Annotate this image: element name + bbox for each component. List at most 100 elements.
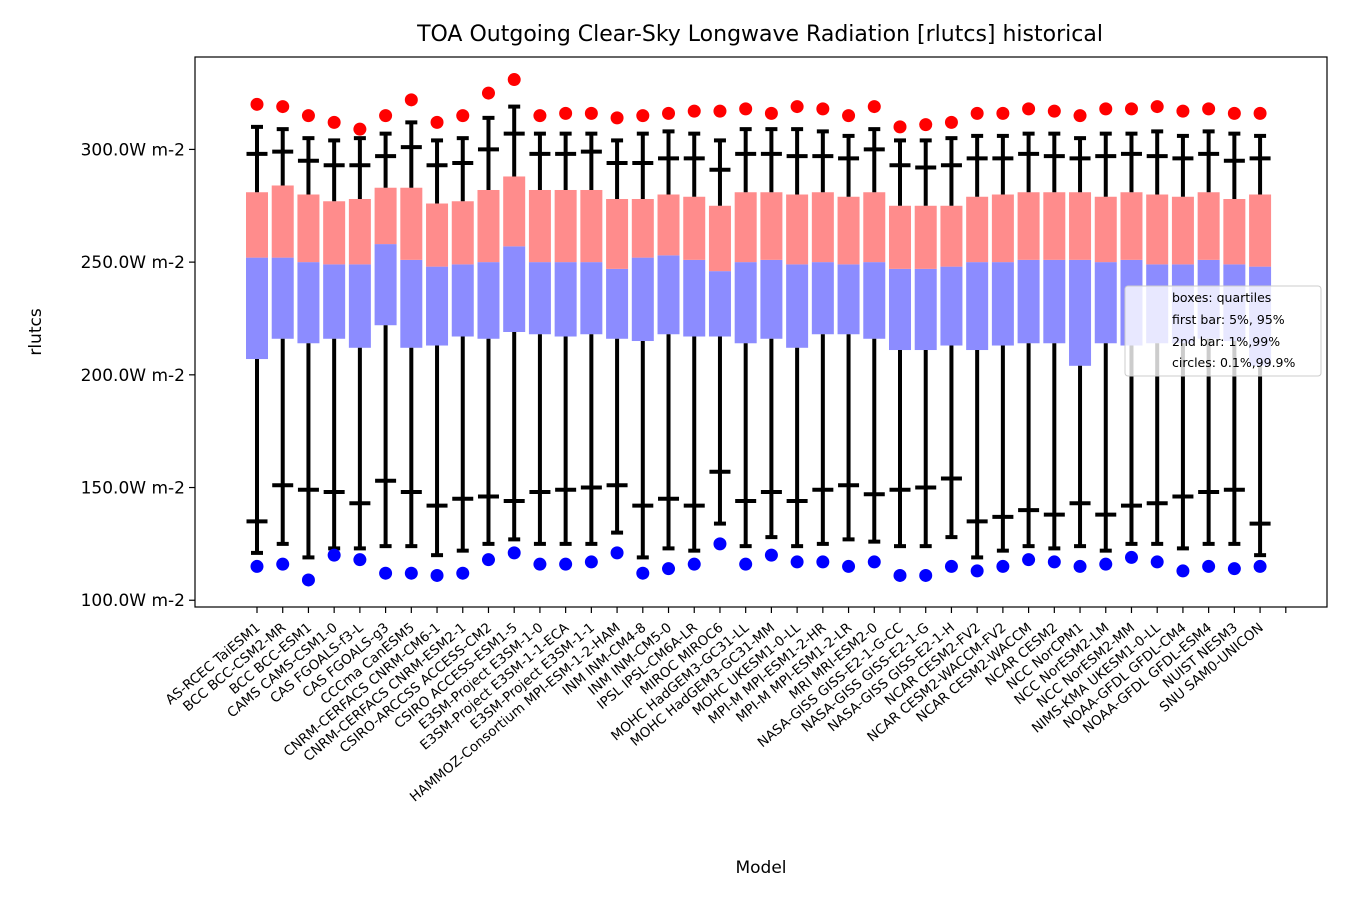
lower-quartile-box	[914, 268, 937, 351]
lower-quartile-box	[631, 257, 654, 342]
point-p99-9	[301, 109, 315, 123]
point-p99-9	[1099, 102, 1113, 116]
upper-quartile-box	[837, 196, 860, 265]
upper-quartile-box	[1249, 194, 1272, 267]
upper-quartile-box	[1197, 192, 1220, 260]
model-box	[400, 93, 423, 580]
point-p0-1	[1253, 559, 1267, 573]
lower-quartile-box	[940, 266, 963, 346]
upper-quartile-box	[1223, 199, 1246, 265]
point-p99-9	[1150, 100, 1164, 114]
upper-quartile-box	[966, 196, 989, 263]
model-box	[374, 109, 397, 580]
upper-quartile-box	[1146, 194, 1169, 265]
model-box	[966, 106, 989, 578]
upper-quartile-box	[914, 205, 937, 269]
point-p99-9	[481, 86, 495, 100]
upper-quartile-box	[580, 189, 603, 263]
legend-entry-first-bar: first bar: 5%, 95%	[1172, 312, 1285, 327]
point-p99-9	[327, 115, 341, 129]
point-p99-9	[353, 122, 367, 136]
lower-quartile-box	[811, 262, 834, 335]
point-p0-1	[1202, 559, 1216, 573]
model-box	[477, 86, 500, 567]
model-box	[606, 111, 629, 560]
point-p0-1	[533, 557, 547, 571]
lower-quartile-box	[1094, 262, 1117, 344]
point-p99-9	[1176, 104, 1190, 118]
point-p99-9	[739, 102, 753, 116]
lower-quartile-box	[271, 257, 294, 339]
model-box	[1043, 104, 1066, 569]
model-box	[837, 109, 860, 573]
point-p0-1	[790, 555, 804, 569]
point-p0-1	[276, 557, 290, 571]
model-box	[1094, 102, 1117, 571]
upper-quartile-box	[734, 192, 757, 263]
point-p0-1	[1150, 555, 1164, 569]
lower-quartile-box	[966, 262, 989, 351]
point-p99-9	[1022, 102, 1036, 116]
point-p0-1	[970, 564, 984, 578]
model-box	[811, 102, 834, 569]
point-p99-9	[430, 115, 444, 129]
point-p99-9	[276, 100, 290, 114]
lower-quartile-box	[708, 271, 731, 337]
point-p99-9	[610, 111, 624, 125]
y-tick-label: 100.0W m-2	[81, 591, 185, 611]
upper-quartile-box	[811, 192, 834, 263]
lower-quartile-box	[657, 255, 680, 335]
point-p0-1	[1227, 562, 1241, 576]
upper-quartile-box	[400, 187, 423, 260]
point-p99-9	[456, 109, 470, 123]
y-axis-label: rlutcs	[26, 308, 46, 355]
point-p0-1	[610, 546, 624, 560]
upper-quartile-box	[297, 194, 320, 263]
model-box	[271, 100, 294, 571]
upper-quartile-box	[863, 192, 886, 263]
upper-quartile-box	[1017, 192, 1040, 260]
point-p0-1	[1073, 559, 1087, 573]
point-p99-9	[250, 97, 264, 111]
point-p99-9	[816, 102, 830, 116]
legend-box	[1124, 285, 1322, 377]
model-box	[580, 106, 603, 569]
upper-quartile-box	[374, 187, 397, 245]
model-box	[1069, 109, 1092, 573]
model-box	[323, 115, 346, 562]
point-p99-9	[687, 104, 701, 118]
upper-quartile-box	[426, 203, 449, 267]
model-box	[297, 109, 320, 587]
point-p0-1	[1124, 550, 1138, 564]
plot-frame	[194, 56, 1328, 608]
model-box	[451, 109, 474, 580]
point-p0-1	[713, 537, 727, 551]
point-p0-1	[1022, 553, 1036, 567]
upper-quartile-box	[683, 196, 706, 260]
point-p0-1	[250, 559, 264, 573]
legend-entry-boxes: boxes: quartiles	[1172, 290, 1271, 305]
lower-quartile-box	[1017, 259, 1040, 344]
model-box	[348, 122, 371, 567]
point-p99-9	[636, 109, 650, 123]
point-p0-1	[584, 555, 598, 569]
point-p0-1	[430, 568, 444, 582]
model-box	[528, 109, 551, 571]
lower-quartile-box	[477, 262, 500, 339]
point-p0-1	[456, 566, 470, 580]
lower-quartile-box	[580, 262, 603, 335]
point-p99-9	[584, 106, 598, 120]
point-p0-1	[559, 557, 573, 571]
point-p0-1	[353, 553, 367, 567]
point-p0-1	[327, 548, 341, 562]
point-p99-9	[507, 73, 521, 87]
point-p0-1	[842, 559, 856, 573]
point-p0-1	[867, 555, 881, 569]
point-p99-9	[764, 106, 778, 120]
lower-quartile-box	[991, 262, 1014, 346]
y-tick-label: 300.0W m-2	[81, 140, 185, 160]
point-p99-9	[1073, 109, 1087, 123]
model-box	[734, 102, 757, 571]
lower-quartile-box	[734, 262, 757, 344]
point-p0-1	[1047, 555, 1061, 569]
